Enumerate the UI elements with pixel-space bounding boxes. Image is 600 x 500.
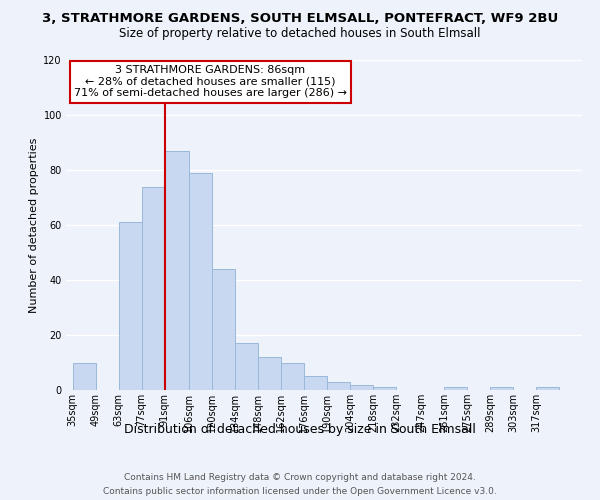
- Bar: [258, 357, 281, 390]
- Text: Size of property relative to detached houses in South Elmsall: Size of property relative to detached ho…: [119, 28, 481, 40]
- Bar: [536, 387, 559, 390]
- Bar: [235, 343, 258, 390]
- Bar: [350, 384, 373, 390]
- Text: 3 STRATHMORE GARDENS: 86sqm
← 28% of detached houses are smaller (115)
71% of se: 3 STRATHMORE GARDENS: 86sqm ← 28% of det…: [74, 65, 347, 98]
- Bar: [142, 186, 164, 390]
- Bar: [490, 387, 513, 390]
- Bar: [373, 387, 397, 390]
- Text: Distribution of detached houses by size in South Elmsall: Distribution of detached houses by size …: [124, 422, 476, 436]
- Bar: [164, 151, 189, 390]
- Bar: [304, 376, 327, 390]
- Bar: [73, 362, 95, 390]
- Text: Contains public sector information licensed under the Open Government Licence v3: Contains public sector information licen…: [103, 488, 497, 496]
- Y-axis label: Number of detached properties: Number of detached properties: [29, 138, 39, 312]
- Bar: [189, 173, 212, 390]
- Bar: [119, 222, 142, 390]
- Text: 3, STRATHMORE GARDENS, SOUTH ELMSALL, PONTEFRACT, WF9 2BU: 3, STRATHMORE GARDENS, SOUTH ELMSALL, PO…: [42, 12, 558, 26]
- Bar: [281, 362, 304, 390]
- Bar: [212, 269, 235, 390]
- Bar: [444, 387, 467, 390]
- Bar: [327, 382, 350, 390]
- Text: Contains HM Land Registry data © Crown copyright and database right 2024.: Contains HM Land Registry data © Crown c…: [124, 472, 476, 482]
